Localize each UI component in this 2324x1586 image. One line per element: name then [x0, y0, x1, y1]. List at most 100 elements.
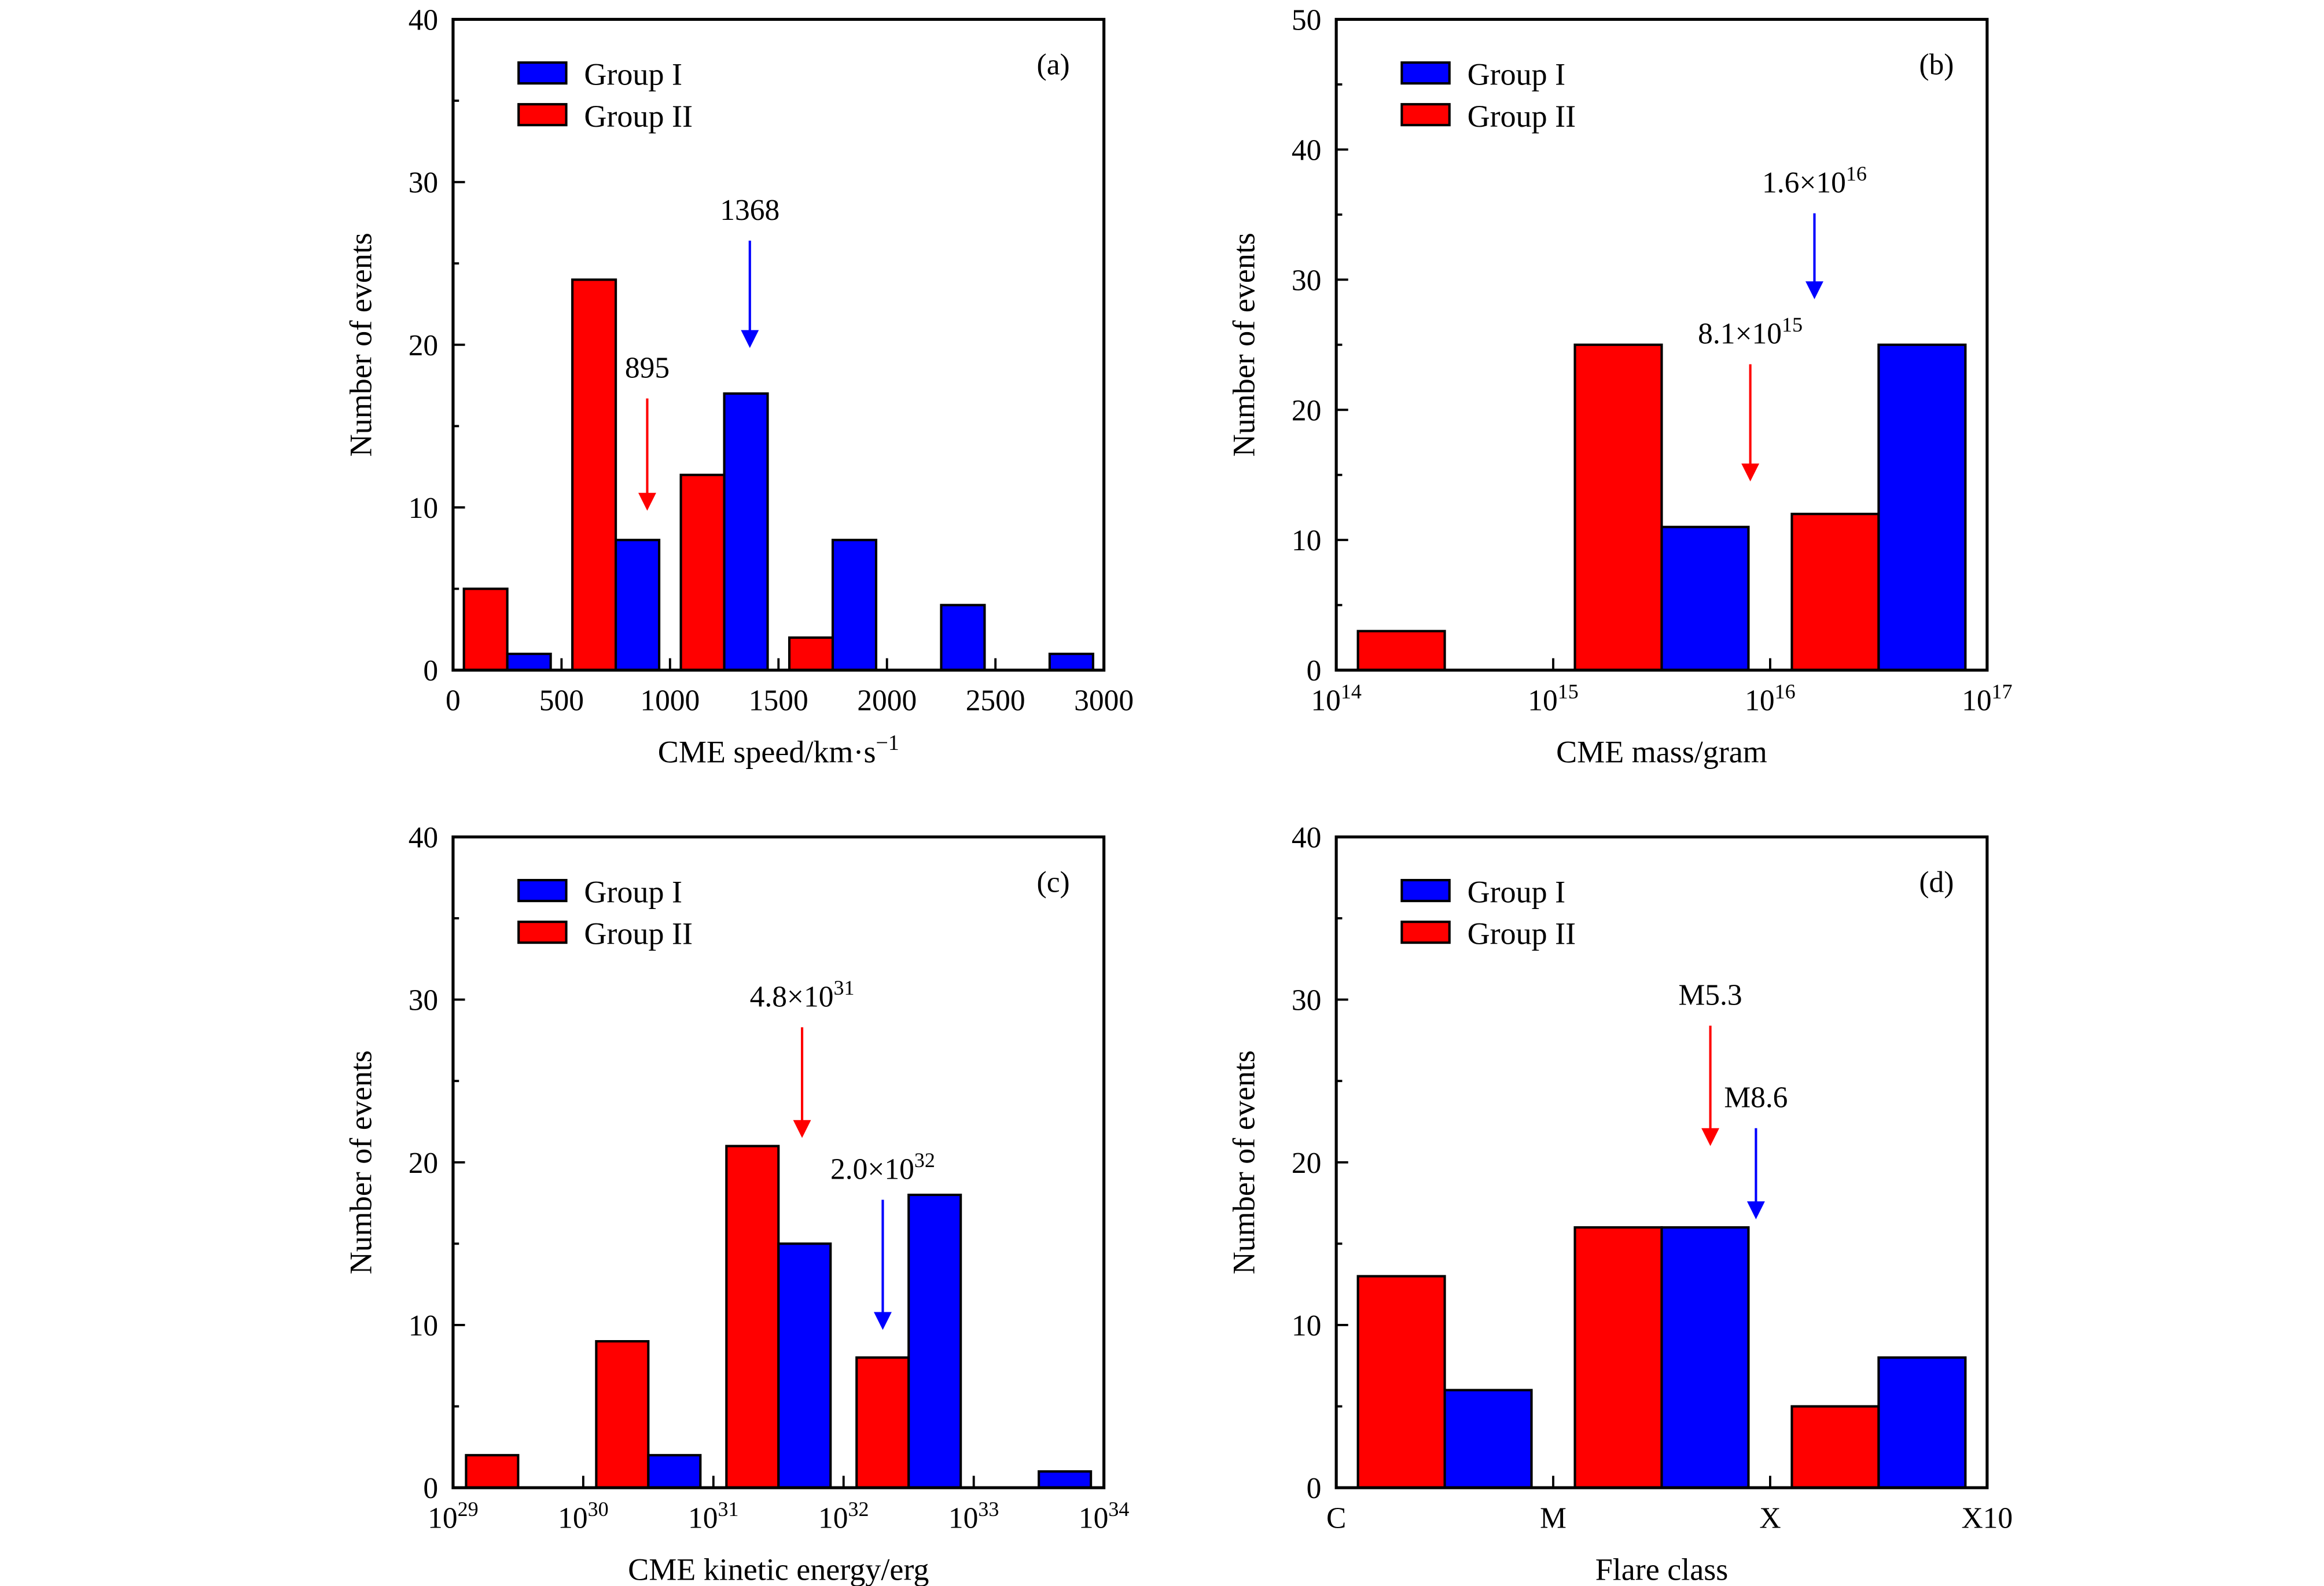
legend-label-group-ii: Group II [1468, 917, 1576, 951]
panel-label: (c) [1037, 866, 1070, 899]
y-tick-label: 20 [409, 1147, 438, 1180]
y-tick-label: 10 [1292, 524, 1321, 557]
bar-group-ii [1573, 1226, 1663, 1489]
panel-b: 0 10 20 30 40 50 1014 1015 1016 1017 CME mass/gram… [1227, 3, 2013, 769]
bar-group-ii [571, 278, 617, 672]
legend-label-group-ii: Group II [584, 99, 693, 134]
legend-swatch-group-ii [1400, 103, 1451, 127]
median-label: 1.6×1016 [1762, 162, 1867, 200]
median-arrow-head [1805, 281, 1823, 300]
bar-group-i [506, 652, 552, 672]
bar-group-i [777, 1242, 832, 1489]
x-tick-label: 1032 [818, 1497, 869, 1535]
bar-group-ii [1790, 1405, 1880, 1489]
x-tick-label: 2500 [966, 685, 1025, 717]
y-tick-label: 20 [1292, 1147, 1321, 1180]
x-tick-label: 1014 [1311, 680, 1361, 717]
x-tick-label: M [1540, 1502, 1567, 1535]
y-tick-label: 0 [1307, 654, 1322, 687]
median-label: 4.8×1031 [750, 976, 855, 1014]
median-arrow-head [1741, 463, 1760, 482]
y-axis-label: Number of events [1227, 1050, 1262, 1274]
y-tick-label: 30 [409, 984, 438, 1017]
median-arrow-head [793, 1120, 811, 1138]
y-axis-label: Number of events [343, 1050, 378, 1274]
x-axis-label: CME speed/km·s−1 [658, 731, 899, 770]
x-tick-label: 1030 [558, 1497, 608, 1535]
legend-swatch-group-ii [517, 103, 568, 127]
bar-group-ii [679, 473, 726, 672]
bar-group-i [1048, 652, 1094, 672]
median-label: 895 [625, 352, 670, 385]
panel-label: (a) [1037, 49, 1070, 82]
x-axis-label: Flare class [1595, 1552, 1729, 1586]
bar-group-i [1660, 525, 1750, 672]
x-axis-label: CME mass/gram [1556, 735, 1767, 770]
plot-frame [451, 835, 1106, 1489]
plot-frame [451, 17, 1106, 672]
x-tick-label: 3000 [1074, 685, 1134, 717]
panel-a: 0 10 20 30 40 0 500 1000 1500 2000 2500 3000 CME spe… [343, 3, 1134, 769]
y-tick-label: 30 [409, 167, 438, 200]
y-axis-label: Number of events [1227, 233, 1262, 457]
bar-group-i [1877, 343, 1967, 672]
x-tick-label: 1000 [640, 685, 700, 717]
y-tick-label: 10 [409, 1309, 438, 1342]
x-tick-label: 2000 [857, 685, 917, 717]
plot-frame [1334, 17, 1989, 672]
bar-group-i [907, 1193, 962, 1489]
x-tick-label: 1029 [428, 1497, 478, 1535]
x-tick-label: X10 [1962, 1502, 2013, 1535]
x-tick-label: 1500 [749, 685, 808, 717]
median-label: 1368 [720, 194, 779, 227]
bar-group-i [831, 539, 878, 672]
bar-group-ii [595, 1340, 650, 1489]
median-arrow-head [1746, 1201, 1765, 1220]
bar-group-ii [1356, 630, 1446, 672]
x-tick-label: 1031 [688, 1497, 738, 1535]
panel-c: 0 10 20 30 40 1029 1030 1031 1032 1033 1034 CME kin… [343, 821, 1129, 1586]
y-tick-label: 40 [1292, 134, 1321, 167]
bar-group-ii [1573, 343, 1663, 672]
legend-label-group-i: Group I [1468, 57, 1566, 92]
median-arrow-head [741, 330, 759, 348]
x-tick-label: 0 [446, 685, 461, 717]
legend-swatch-group-ii [1400, 921, 1451, 944]
legend-swatch-group-i [517, 879, 568, 903]
bar-group-ii [855, 1356, 910, 1489]
y-tick-label: 10 [1292, 1309, 1321, 1342]
median-label: 2.0×1032 [830, 1149, 935, 1186]
legend-swatch-group-i [517, 61, 568, 85]
y-tick-label: 10 [409, 492, 438, 525]
legend-swatch-group-ii [517, 921, 568, 944]
bar-group-ii [1356, 1275, 1446, 1489]
median-arrow-head [1701, 1128, 1720, 1146]
median-label: M8.6 [1724, 1081, 1788, 1114]
x-axis-label: CME kinetic energy/erg [628, 1552, 929, 1586]
legend-label-group-i: Group I [584, 57, 682, 92]
bar-group-ii [788, 636, 834, 672]
x-tick-label: 1017 [1962, 680, 2012, 717]
y-tick-label: 0 [1307, 1472, 1322, 1505]
median-arrow-head [874, 1312, 892, 1330]
x-tick-label: 1034 [1079, 1497, 1129, 1535]
bar-group-i [1443, 1389, 1533, 1489]
y-tick-label: 0 [423, 654, 438, 687]
x-tick-label: 500 [539, 685, 584, 717]
bar-group-i [1660, 1226, 1750, 1489]
panel-label: (b) [1919, 49, 1954, 82]
legend-swatch-group-i [1400, 879, 1451, 903]
bar-group-i [615, 539, 661, 672]
median-label: M5.3 [1679, 979, 1742, 1012]
y-tick-label: 20 [409, 329, 438, 362]
x-tick-label: 1015 [1528, 680, 1578, 717]
legend-swatch-group-i [1400, 61, 1451, 85]
panel-label: (d) [1919, 866, 1954, 899]
bar-group-ii [1790, 513, 1880, 672]
y-tick-label: 50 [1292, 3, 1321, 36]
y-axis-label: Number of events [343, 233, 378, 457]
bar-group-i [723, 392, 769, 672]
legend-label-group-i: Group I [1468, 875, 1566, 910]
median-arrow-head [638, 492, 656, 511]
x-tick-label: C [1326, 1502, 1346, 1535]
